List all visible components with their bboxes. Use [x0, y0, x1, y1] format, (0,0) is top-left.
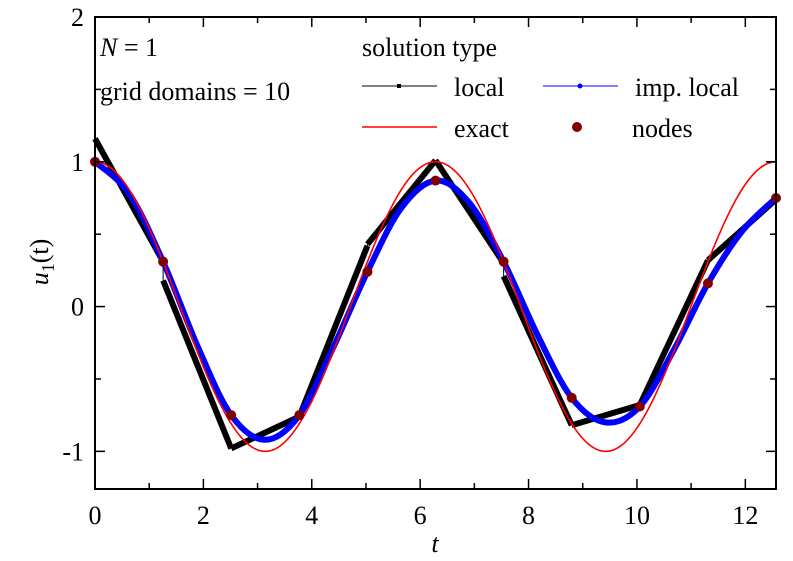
legend-entry-imp-local: imp. local — [543, 73, 739, 102]
x-axis-label: t — [431, 529, 439, 558]
legend-label-exact: exact — [454, 114, 510, 143]
x-tick-label: 6 — [414, 501, 427, 530]
local-segment — [570, 402, 641, 429]
plot-frame — [94, 16, 777, 490]
exact-curve — [94, 160, 777, 453]
x-tick-label: 4 — [305, 501, 318, 530]
legend-entry-nodes: nodes — [572, 114, 693, 143]
legend-entry-exact: exact — [362, 114, 510, 143]
node-point — [702, 278, 713, 289]
y-axis-label: u1(t) — [25, 239, 58, 286]
imp-local-curve — [92, 159, 779, 443]
local-segment — [229, 413, 301, 452]
node-point — [498, 256, 509, 267]
x-tick-label: 8 — [522, 501, 535, 530]
y-tick-label: 1 — [71, 148, 84, 177]
node-point — [158, 256, 169, 267]
x-tick-label: 12 — [732, 501, 758, 530]
circle-marker-icon — [577, 83, 583, 89]
n-annotation: N = 1 — [99, 33, 158, 62]
x-tick-label: 2 — [197, 501, 210, 530]
local-segment — [296, 244, 371, 418]
local-segment — [160, 279, 234, 450]
legend-entry-local: local — [362, 73, 505, 102]
legend-label-imp-local: imp. local — [635, 73, 739, 102]
legend-title: solution type — [362, 33, 497, 62]
grid-domains-annotation: grid domains = 10 — [100, 77, 290, 106]
svg-text:u1(t): u1(t) — [25, 239, 58, 286]
y-tick-label: 0 — [71, 293, 84, 322]
y-tick-label: -1 — [62, 437, 84, 466]
legend-label-nodes: nodes — [632, 114, 693, 143]
x-tick-label: 10 — [624, 501, 650, 530]
node-point — [362, 266, 373, 277]
node-point — [226, 410, 237, 421]
node-marker-icon — [572, 122, 582, 132]
legend: solution type local imp. local exact nod… — [362, 33, 739, 143]
legend-label-local: local — [454, 73, 505, 102]
node-point — [566, 392, 577, 403]
node-point — [294, 410, 305, 421]
plot-series — [90, 137, 781, 453]
square-marker-icon — [397, 84, 401, 88]
node-point — [430, 175, 441, 186]
node-point — [634, 401, 645, 412]
local-segment — [365, 158, 438, 247]
x-tick-label: 0 — [89, 501, 102, 530]
local-segment — [637, 258, 711, 407]
y-tick-label: 2 — [71, 3, 84, 32]
